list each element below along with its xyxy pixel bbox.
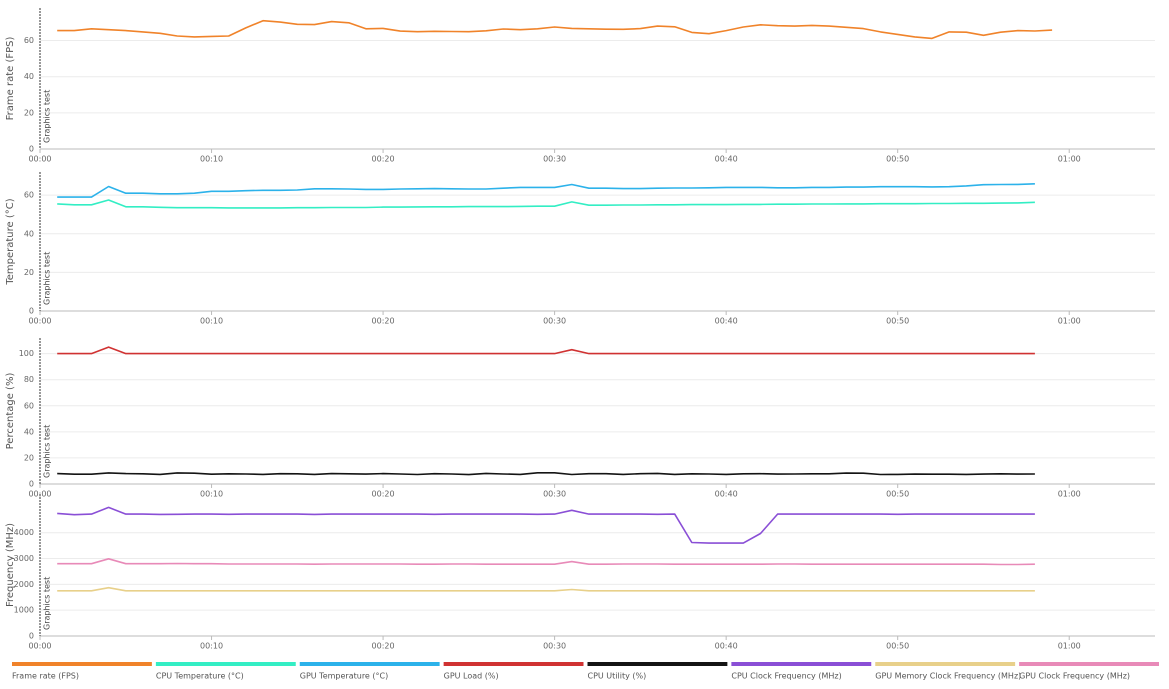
legend-label: GPU Load (%) (444, 672, 499, 681)
x-tick-label: 00:30 (543, 642, 566, 651)
annotation: Graphics test (43, 252, 52, 305)
data-line (57, 19, 1053, 40)
y-tick-label: 3000 (14, 554, 34, 563)
y-tick-label: 0 (29, 307, 34, 316)
y-tick-label: 60 (24, 401, 34, 410)
x-tick-label: 00:50 (886, 642, 909, 651)
y-tick-label: 60 (24, 36, 34, 45)
data-line (57, 586, 1035, 592)
y-tick-label: 0 (29, 480, 34, 489)
y-axis-title: Percentage (%) (5, 373, 16, 450)
x-tick-label: 00:20 (372, 317, 395, 326)
legend-swatch (12, 662, 152, 666)
x-tick-label: 00:00 (28, 642, 51, 651)
y-tick-label: 40 (24, 72, 34, 81)
x-tick-label: 00:00 (28, 317, 51, 326)
legend-label: CPU Utility (%) (588, 672, 647, 681)
legend-swatch (1019, 662, 1159, 666)
y-tick-label: 40 (24, 229, 34, 238)
x-tick-label: 00:10 (200, 155, 223, 164)
data-line (57, 506, 1035, 544)
y-tick-label: 60 (24, 191, 34, 200)
y-tick-label: 4000 (14, 528, 34, 537)
data-line (57, 472, 1035, 476)
annotation: Graphics test (43, 577, 52, 630)
y-tick-label: 20 (24, 108, 34, 117)
x-tick-label: 00:30 (543, 490, 566, 499)
y-axis-title: Frame rate (FPS) (5, 37, 16, 121)
x-tick-label: 00:30 (543, 155, 566, 164)
x-tick-label: 00:30 (543, 317, 566, 326)
x-tick-label: 00:10 (200, 642, 223, 651)
y-tick-label: 20 (24, 453, 34, 462)
annotation: Graphics test (43, 90, 52, 143)
y-tick-label: 2000 (14, 580, 34, 589)
legend-label: GPU Memory Clock Frequency (MHz) (875, 672, 1021, 681)
legend-swatch (587, 662, 728, 666)
x-tick-label: 00:10 (200, 490, 223, 499)
legend-swatch (299, 662, 440, 666)
x-tick-label: 00:40 (715, 155, 738, 164)
y-axis-title: Temperature (°C) (5, 198, 16, 285)
legend-label: GPU Temperature (°C) (300, 672, 388, 681)
x-tick-label: 00:50 (886, 155, 909, 164)
x-tick-label: 00:50 (886, 317, 909, 326)
legend-swatch (731, 662, 872, 666)
data-line (57, 558, 1035, 566)
x-tick-label: 01:00 (1058, 642, 1081, 651)
x-tick-label: 01:00 (1058, 155, 1081, 164)
legend-label: GPU Clock Frequency (MHz) (1019, 672, 1130, 681)
y-tick-label: 80 (24, 375, 34, 384)
x-tick-label: 00:00 (28, 155, 51, 164)
legend-label: CPU Clock Frequency (MHz) (731, 672, 841, 681)
x-tick-label: 00:40 (715, 642, 738, 651)
x-tick-label: 00:20 (372, 642, 395, 651)
x-tick-label: 00:20 (372, 490, 395, 499)
legend-swatch (443, 662, 584, 666)
data-line (57, 199, 1035, 209)
legend-label: CPU Temperature (°C) (156, 672, 244, 681)
annotation: Graphics test (43, 425, 52, 478)
y-tick-label: 20 (24, 268, 34, 277)
legend-swatch (155, 662, 296, 666)
y-tick-label: 100 (19, 349, 34, 358)
x-tick-label: 01:00 (1058, 490, 1081, 499)
legend-label: Frame rate (FPS) (12, 672, 79, 681)
legend-swatch (875, 662, 1016, 666)
y-tick-label: 0 (29, 145, 34, 154)
x-tick-label: 00:10 (200, 317, 223, 326)
data-line (57, 183, 1035, 198)
y-tick-label: 0 (29, 632, 34, 641)
x-tick-label: 01:00 (1058, 317, 1081, 326)
x-tick-label: 00:40 (715, 490, 738, 499)
x-tick-label: 00:40 (715, 317, 738, 326)
data-line (57, 346, 1035, 355)
y-axis-title: Frequency (MHz) (5, 523, 16, 607)
y-tick-label: 40 (24, 427, 34, 436)
x-tick-label: 00:20 (372, 155, 395, 164)
x-tick-label: 00:50 (886, 490, 909, 499)
y-tick-label: 1000 (14, 606, 34, 615)
